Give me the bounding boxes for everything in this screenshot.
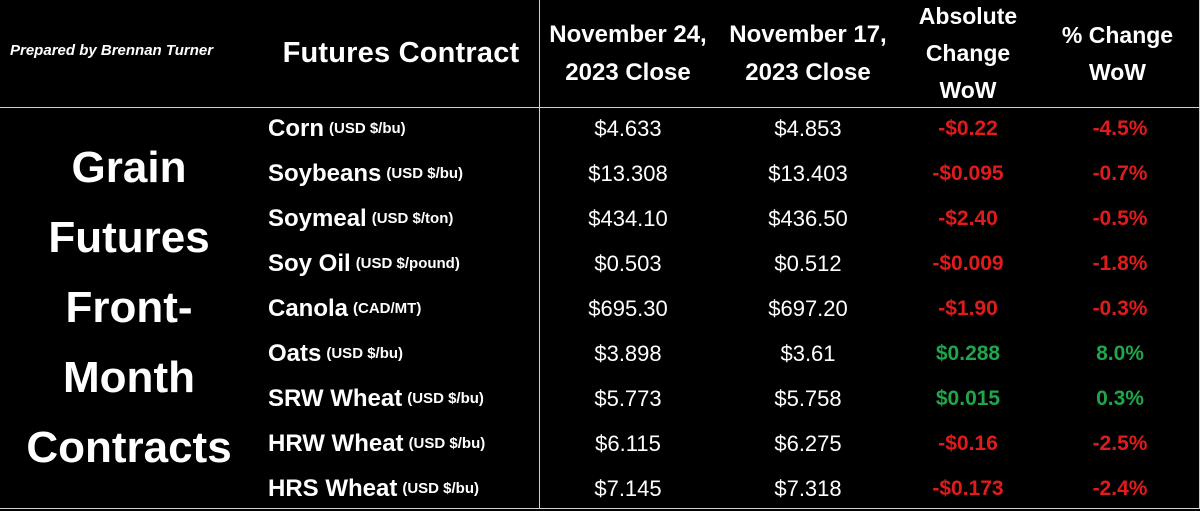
side-title-line1: Grain [71,143,187,192]
absolute-change-value: -$0.095 [932,161,1004,185]
nov17-close-value: $3.61 [780,340,836,366]
abs-header-line3: WoW [939,77,997,103]
contract-unit-label: (USD $/bu) [326,345,404,362]
nov24-close-value: $0.503 [594,250,662,276]
table-row: HRW Wheat (USD $/bu) $6.115 $6.275 -$0.16 -2.… [0,421,1200,466]
nov24-close-value: $434.10 [588,205,668,231]
percent-change-value: -4.5% [1092,116,1148,140]
contract-name: SRW Wheat (USD $/bu) [268,376,484,421]
table-row: Soymeal (USD $/ton) $434.10 $436.50 -$2.40 -0… [0,196,1200,241]
pct-header-line2: WoW [1088,58,1147,85]
contract-name-label: SRW Wheat [268,384,403,412]
pct-header-line1: % Change [1061,21,1174,48]
nov17-close-value: $5.758 [774,385,842,411]
side-title-line3: Front- [65,283,193,332]
contract-name: Corn (USD $/bu) [268,106,406,151]
nov24-close-value: $5.773 [594,385,662,411]
contract-name-label: Soybeans [268,159,382,187]
contract-name: Soymeal (USD $/ton) [268,196,453,241]
absolute-change-value: $0.015 [935,386,1001,410]
absolute-change-value: -$0.22 [938,116,998,140]
nov24-header-line1: November 24, [549,20,707,48]
contract-unit-label: (USD $/ton) [371,210,454,227]
futures-contract-header: Futures Contract [282,37,520,69]
contract-unit-label: (USD $/bu) [402,480,480,497]
nov17-close-value: $4.853 [774,115,842,141]
nov24-close-value: $13.308 [588,160,668,186]
nov17-close-value: $6.275 [774,430,842,456]
contract-unit-label: (USD $/bu) [386,165,464,182]
table-row: HRS Wheat (USD $/bu) $7.145 $7.318 -$0.173 -2… [0,466,1200,511]
percent-change-value: -1.8% [1092,251,1148,275]
percent-change-value: 0.3% [1096,386,1144,410]
header-divider [0,107,1200,108]
table-row: Canola (CAD/MT) $695.30 $697.20 -$1.90 -0.3% [0,286,1200,331]
percent-change-value: -0.3% [1092,296,1148,320]
nov24-close-value: $695.30 [588,295,668,321]
contract-name: HRS Wheat (USD $/bu) [268,466,479,511]
contract-name-label: Corn [268,114,324,142]
abs-header-line1: Absolute [918,3,1018,29]
side-title-line5: Contracts [26,423,232,472]
contract-name: Oats (USD $/bu) [268,331,403,376]
nov24-close-header: November 24, 2023 Close [540,0,716,107]
absolute-change-header: Absolute Change WoW [898,0,1038,107]
nov17-close-value: $13.403 [768,160,848,186]
contract-unit-label: (USD $/bu) [408,435,486,452]
absolute-change-value: -$0.009 [932,251,1004,275]
side-title-line2: Futures [48,213,210,262]
side-title-line4: Month [63,353,195,402]
side-title: Grain Futures Front- Month Contracts [0,108,258,508]
nov17-close-value: $436.50 [768,205,848,231]
nov17-header-line1: November 17, [729,20,887,48]
contract-name-label: Soymeal [268,204,367,232]
table-row: Oats (USD $/bu) $3.898 $3.61 $0.288 8.0% [0,331,1200,376]
contract-unit-label: (USD $/pound) [355,255,460,272]
contract-name-label: HRS Wheat [268,474,398,502]
table-row: Corn (USD $/bu) $4.633 $4.853 -$0.22 -4.5% [0,106,1200,151]
abs-header-line2: Change [925,40,1011,66]
contract-name-label: HRW Wheat [268,429,404,457]
nov24-close-value: $6.115 [595,430,661,456]
absolute-change-value: -$2.40 [938,206,998,230]
contract-name-label: Oats [268,339,322,367]
contract-unit-label: (USD $/bu) [329,120,406,137]
table-row: SRW Wheat (USD $/bu) $5.773 $5.758 $0.015 0.3… [0,376,1200,421]
table-row: Soy Oil (USD $/pound) $0.503 $0.512 -$0.009 -… [0,241,1200,286]
column-divider-1 [539,0,540,508]
contract-unit-label: (CAD/MT) [353,300,422,317]
nov17-close-value: $7.318 [774,475,842,501]
nov17-header-line2: 2023 Close [745,58,871,86]
percent-change-value: -0.7% [1092,161,1148,185]
percent-change-value: -2.5% [1092,431,1148,455]
contract-name: Soy Oil (USD $/pound) [268,241,460,286]
nov24-header-line2: 2023 Close [565,58,691,86]
table-row: Soybeans (USD $/bu) $13.308 $13.403 -$0.095 -… [0,151,1200,196]
nov24-close-value: $3.898 [594,340,662,366]
prepared-by-credit: Prepared by Brennan Turner [10,42,214,59]
absolute-change-value: -$0.173 [932,476,1004,500]
contract-name: HRW Wheat (USD $/bu) [268,421,485,466]
contract-name: Soybeans (USD $/bu) [268,151,463,196]
percent-change-value: -0.5% [1092,206,1148,230]
contract-unit-label: (USD $/bu) [407,390,484,407]
absolute-change-value: -$0.16 [938,431,998,455]
nov24-close-value: $4.633 [594,115,662,141]
percent-change-value: 8.0% [1096,341,1144,365]
absolute-change-value: $0.288 [935,341,1001,365]
bottom-border [0,508,1200,509]
percent-change-value: -2.4% [1092,476,1148,500]
contract-name-label: Soy Oil [268,249,351,277]
nov17-close-value: $697.20 [768,295,848,321]
percent-change-header: % Change WoW [1040,0,1195,107]
nov17-close-value: $0.512 [774,250,842,276]
contract-name-label: Canola [268,294,349,322]
nov17-close-header: November 17, 2023 Close [718,0,898,107]
absolute-change-value: -$1.90 [938,296,998,320]
contract-name: Canola (CAD/MT) [268,286,421,331]
nov24-close-value: $7.145 [594,475,662,501]
